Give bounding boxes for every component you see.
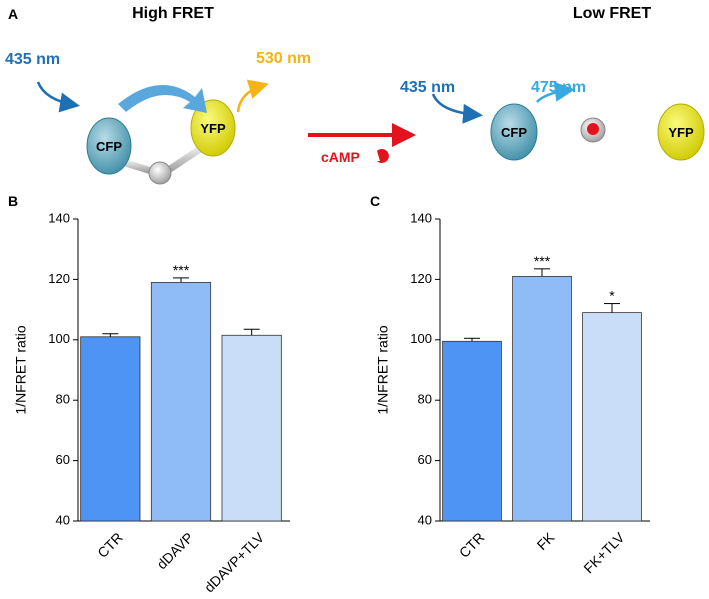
camp-icon — [377, 149, 389, 164]
bar — [221, 334, 282, 522]
emission-arrow — [536, 81, 575, 103]
protein-label: YFP — [668, 125, 694, 140]
significance: *** — [534, 253, 551, 269]
y-tick-label: 40 — [56, 512, 70, 527]
bar — [582, 312, 642, 522]
y-tick-label: 80 — [418, 392, 432, 407]
yfp — [190, 99, 236, 157]
y-axis-label: 1/NFRET ratio — [375, 325, 391, 414]
binding-domain — [148, 161, 172, 185]
y-tick-label: 60 — [56, 452, 70, 467]
x-tick-label: dDAVP+TLV — [201, 529, 268, 596]
protein-label: CFP — [501, 125, 527, 140]
wavelength: 475 nm — [531, 79, 586, 96]
y-axis-label: 1/NFRET ratio — [13, 325, 29, 414]
yfp — [657, 103, 705, 161]
x-tick-label: FK+TLV — [580, 529, 628, 577]
cfp — [490, 103, 538, 161]
bar — [80, 336, 141, 522]
y-tick-label: 140 — [48, 210, 70, 225]
y-tick-label: 100 — [410, 331, 432, 346]
panel-label: B — [8, 193, 18, 209]
emission-arrow — [236, 79, 269, 113]
y-tick-label: 80 — [56, 392, 70, 407]
panel-label: C — [370, 193, 380, 209]
cfp — [86, 117, 132, 175]
excitation-arrow — [36, 81, 80, 113]
bar — [442, 340, 502, 522]
bar — [512, 275, 572, 522]
y-tick-label: 120 — [410, 271, 432, 286]
x-tick-label: FK — [534, 529, 558, 553]
y-tick-label: 140 — [410, 210, 432, 225]
wavelength: 435 nm — [400, 79, 455, 96]
y-tick-label: 100 — [48, 331, 70, 346]
diagram-title: Low FRET — [573, 5, 651, 22]
y-tick-label: 60 — [418, 452, 432, 467]
x-tick-label: dDAVP — [153, 529, 196, 572]
protein-label: CFP — [96, 139, 122, 154]
x-tick-label: CTR — [456, 529, 488, 561]
y-tick-label: 120 — [48, 271, 70, 286]
excitation-arrow — [431, 93, 483, 124]
stimulus-label: cAMP — [321, 149, 360, 165]
bar — [150, 282, 212, 522]
significance: *** — [173, 262, 190, 278]
wavelength: 530 nm — [256, 50, 311, 67]
panel-label: A — [8, 6, 18, 22]
protein-label: YFP — [200, 121, 226, 136]
x-tick-label: CTR — [94, 529, 126, 561]
energy-transfer-arrow — [118, 85, 207, 113]
camp-icon — [587, 123, 599, 135]
diagram-title: High FRET — [132, 5, 214, 22]
significance: * — [609, 288, 615, 304]
wavelength: 435 nm — [5, 51, 60, 68]
y-tick-label: 40 — [418, 512, 432, 527]
